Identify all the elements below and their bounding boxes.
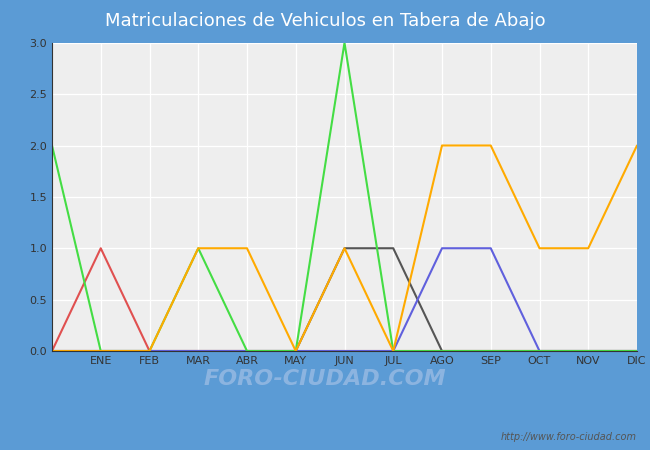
- Text: FORO-CIUDAD.COM: FORO-CIUDAD.COM: [203, 369, 447, 389]
- Text: http://www.foro-ciudad.com: http://www.foro-ciudad.com: [501, 432, 637, 442]
- Text: Matriculaciones de Vehiculos en Tabera de Abajo: Matriculaciones de Vehiculos en Tabera d…: [105, 12, 545, 31]
